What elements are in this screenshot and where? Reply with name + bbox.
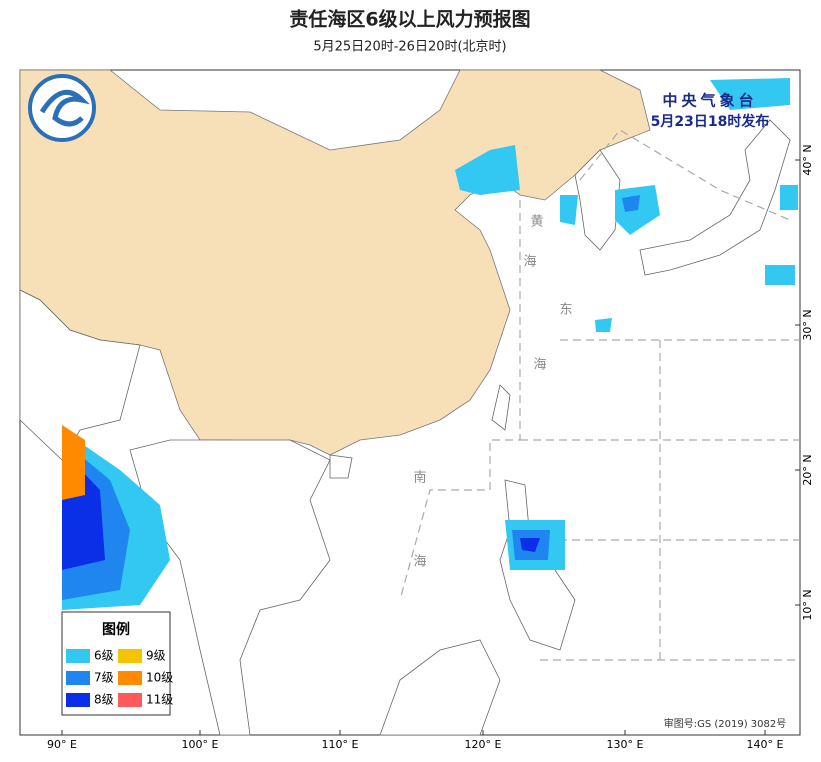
logo bbox=[28, 74, 96, 142]
wind-area bbox=[560, 195, 578, 225]
lat-label: 30° N bbox=[801, 309, 814, 340]
lon-label: 130° E bbox=[607, 738, 644, 751]
wind-area bbox=[595, 318, 612, 332]
zone-line bbox=[399, 129, 800, 661]
legend-swatch bbox=[118, 693, 142, 707]
lon-label: 110° E bbox=[322, 738, 359, 751]
sea-label: 南 bbox=[413, 470, 426, 486]
taiwan bbox=[491, 384, 511, 431]
lat-label: 10° N bbox=[801, 589, 814, 620]
legend-label: 6级 bbox=[94, 649, 114, 663]
title: 责任海区6级以上风力预报图 bbox=[289, 8, 530, 31]
sea-label: 海 bbox=[523, 255, 536, 270]
wind-area bbox=[622, 195, 640, 212]
legend-swatch bbox=[66, 671, 90, 685]
issue-time: 5月23日18时发布 bbox=[651, 113, 770, 130]
borneo bbox=[379, 639, 501, 736]
korea bbox=[574, 149, 621, 251]
subtitle: 5月25日20时-26日20时(北京时) bbox=[313, 40, 506, 55]
japan bbox=[639, 119, 791, 276]
india bbox=[19, 289, 141, 461]
lon-label: 90° E bbox=[47, 738, 77, 751]
legend-title: 图例 bbox=[102, 621, 130, 638]
wind-area bbox=[62, 425, 85, 500]
legend-label: 9级 bbox=[146, 649, 166, 663]
wind-area bbox=[455, 145, 520, 195]
sea-label: 海 bbox=[533, 358, 546, 373]
legend-swatch bbox=[118, 649, 142, 663]
wind-area bbox=[520, 538, 540, 552]
sea-label: 黄 bbox=[530, 215, 543, 230]
approval-number: 审图号:GS (2019) 3082号 bbox=[664, 717, 787, 730]
lat-label: 20° N bbox=[801, 454, 814, 485]
wind-area bbox=[780, 185, 798, 210]
logo-mark bbox=[39, 89, 90, 127]
legend-label: 8级 bbox=[94, 693, 114, 707]
hainan bbox=[329, 454, 353, 479]
legend: 图例 6级 7级 8级 9级 10级 11级 bbox=[61, 611, 173, 716]
legend-label: 10级 bbox=[146, 671, 173, 685]
lat-label: 40° N bbox=[801, 144, 814, 175]
lon-label: 100° E bbox=[182, 738, 219, 751]
legend-swatch bbox=[118, 671, 142, 685]
legend-swatch bbox=[66, 649, 90, 663]
legend-label: 7级 bbox=[94, 671, 114, 685]
legend-swatch bbox=[66, 693, 90, 707]
wind-area bbox=[765, 265, 795, 285]
sea-label: 海 bbox=[413, 555, 426, 570]
issuer-name: 中央气象台 bbox=[662, 92, 757, 110]
indochina bbox=[129, 439, 331, 736]
lon-label: 120° E bbox=[465, 738, 502, 751]
legend-label: 11级 bbox=[146, 693, 173, 707]
wind-areas bbox=[62, 78, 798, 610]
sea-label: 东 bbox=[559, 303, 572, 318]
wind-area bbox=[710, 78, 790, 110]
lon-label: 140° E bbox=[747, 738, 784, 751]
